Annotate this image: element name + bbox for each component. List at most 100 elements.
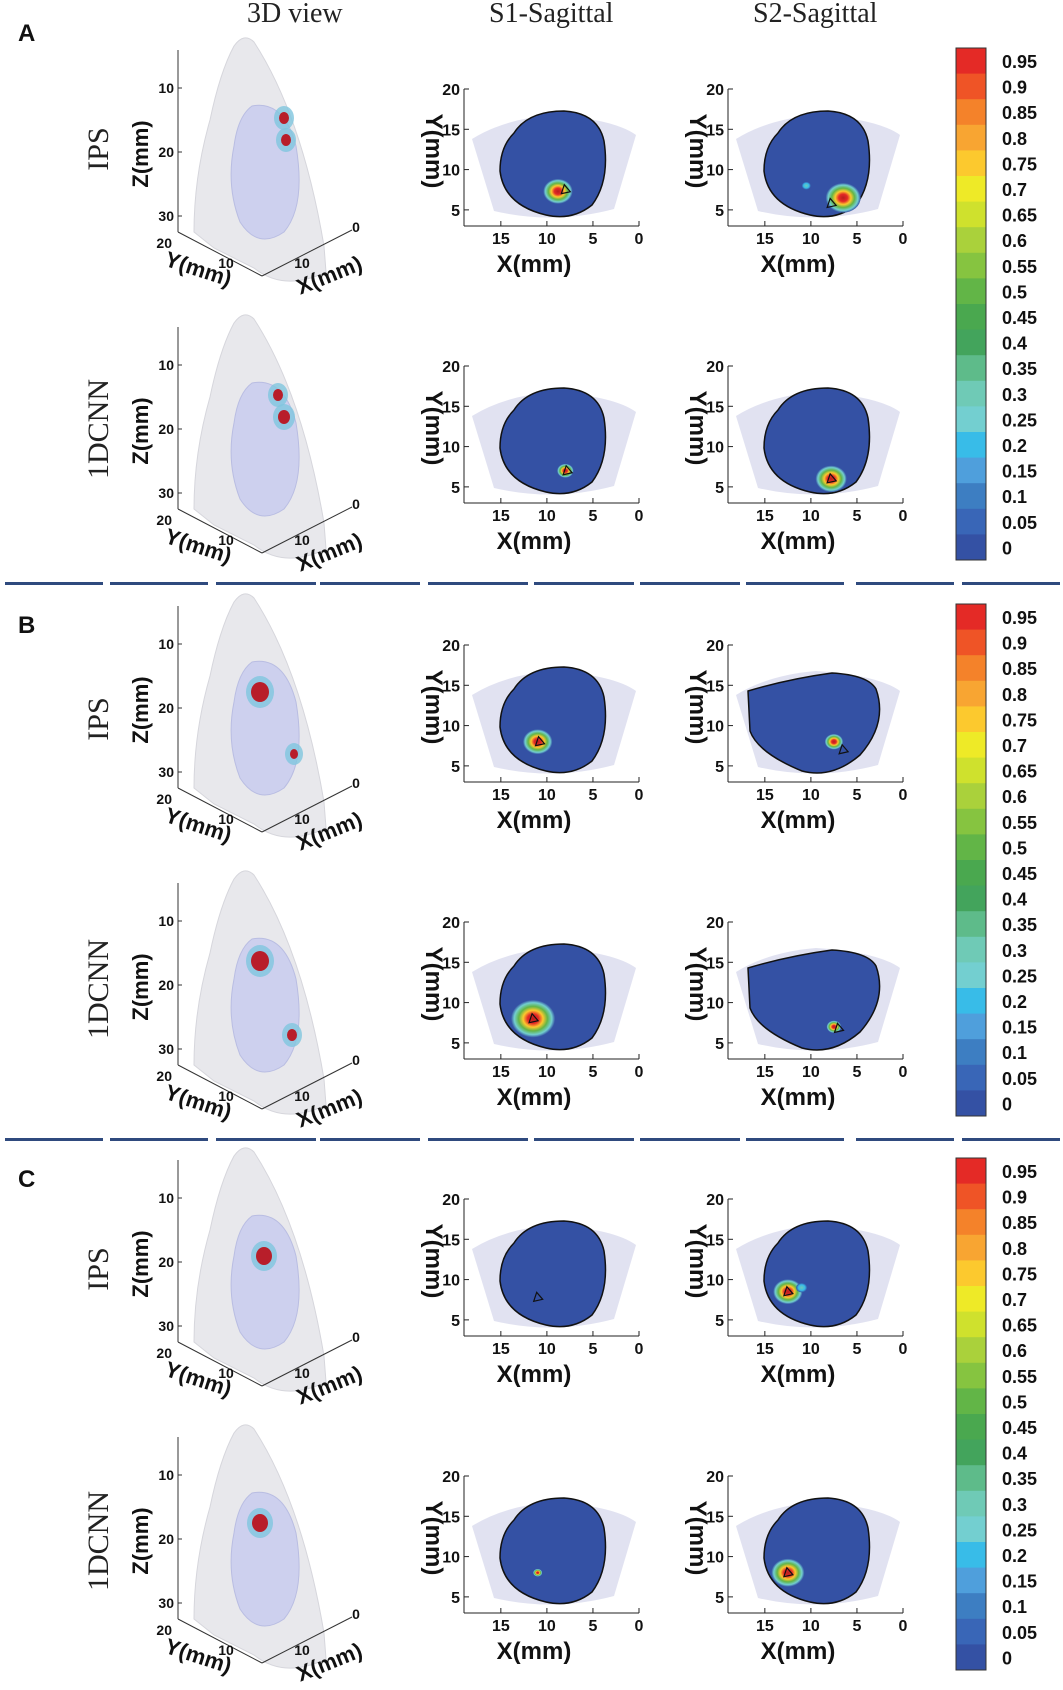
y-axis-label: Y(mm) (420, 1501, 447, 1576)
y-tick-label: 10 (706, 996, 724, 1013)
y-tick-label: 5 (715, 480, 724, 497)
hotspot-blob (815, 465, 847, 493)
y-axis-line (177, 1341, 263, 1387)
colorbar-label: 0.1 (1002, 487, 1027, 507)
colorbar-label: 0.55 (1002, 813, 1037, 833)
y-tick-label: 10 (218, 532, 234, 548)
hotspot-blob (557, 463, 574, 478)
x-tick-label: 10 (538, 508, 556, 525)
y-tick-label: 20 (156, 1622, 172, 1638)
y-tick-label: 5 (451, 1036, 460, 1053)
x-tick-label: 10 (294, 1365, 310, 1381)
hotspot-blob (796, 1282, 808, 1293)
colorbar-swatch (956, 534, 986, 561)
colorbar-swatch (956, 483, 986, 510)
y-axis-label: Y(mm) (420, 1224, 447, 1299)
y-tick-label: 10 (442, 1273, 460, 1290)
colorbar-swatch (956, 1618, 986, 1645)
z-tick-label: 30 (158, 1595, 174, 1611)
colorbar-swatch (956, 457, 986, 484)
y-tick-label: 20 (706, 915, 724, 932)
colorbar-label: 0.45 (1002, 864, 1037, 884)
x-tick-label: 0 (899, 1064, 908, 1081)
colorbar-label: 0.65 (1002, 206, 1037, 226)
panel-letter-b: B (18, 612, 36, 639)
slice-boundary (747, 949, 881, 1051)
x-tick-label: 0 (899, 1341, 908, 1358)
colorbar-swatch (956, 1542, 986, 1569)
colorbar-b: 0.95 0.9 0.85 0.8 0.75 0.7 0.65 0.6 0.55 0.5 0.45 0… (955, 603, 1037, 1117)
colorbar-a: 0.95 0.9 0.85 0.8 0.75 0.7 0.65 0.6 0.55 0.5 0.45 0… (955, 47, 1037, 561)
colorbar-swatch (956, 355, 986, 382)
x-tick-label: 10 (294, 811, 310, 827)
hotspot-core (287, 1029, 297, 1041)
colorbar-label: 0.8 (1002, 1239, 1027, 1259)
x-tick-label: 5 (588, 231, 597, 248)
s1-plot-b-1: 5 10 15 20 15 10 5 0 X(mm) Y(mm) (420, 915, 644, 1111)
z-tick-label: 30 (158, 208, 174, 224)
x-tick-label: 10 (294, 1642, 310, 1658)
colorbar-label: 0 (1002, 538, 1012, 558)
colorbar-label: 0.4 (1002, 334, 1027, 354)
x-tick-label: 5 (588, 508, 597, 525)
colorbar-frame (955, 603, 987, 1117)
brain-tissue (230, 937, 300, 1073)
y-tick-label: 10 (706, 163, 724, 180)
colorbar-label: 0.3 (1002, 385, 1027, 405)
colorbar-label: 0.8 (1002, 129, 1027, 149)
slice-boundary (763, 387, 871, 495)
x-tick-label: 10 (802, 231, 820, 248)
x-tick-label: 10 (538, 787, 556, 804)
x-tick-label: 0 (635, 231, 644, 248)
x-axis-label: X(mm) (497, 1638, 572, 1665)
true-lesion-marker (833, 1022, 845, 1034)
true-lesion-marker (826, 472, 838, 484)
s2-plot-b-1: 5 10 15 20 15 10 5 0 X(mm) Y(mm) (684, 915, 908, 1111)
y-tick-label: 10 (218, 1365, 234, 1381)
colorbar-swatch (956, 860, 986, 887)
colorbar-label: 0.45 (1002, 308, 1037, 328)
true-lesion-marker (562, 464, 574, 476)
colorbar-swatch (956, 988, 986, 1015)
colorbar-swatch (956, 1090, 986, 1117)
colorbar-label: 0.2 (1002, 1546, 1027, 1566)
colorbar-swatch (956, 834, 986, 861)
colorbar-swatch (956, 962, 986, 989)
x-tick-label: 15 (492, 1064, 510, 1081)
colorbar-label: 0.15 (1002, 1018, 1037, 1038)
row-label-c-1dcnn: 1DCNN (82, 1491, 115, 1592)
colorbar-label: 0.4 (1002, 1444, 1027, 1464)
x-axis-label: X(mm) (761, 807, 836, 834)
z-tick-label: 10 (158, 357, 174, 373)
colorbar-label: 0.65 (1002, 762, 1037, 782)
true-lesion-marker (826, 197, 838, 209)
y-axis-line (177, 231, 263, 277)
colorbar-swatch (956, 73, 986, 100)
y-tick-label: 10 (442, 719, 460, 736)
x-tick-label: 15 (492, 508, 510, 525)
true-lesion-marker (528, 1012, 540, 1024)
colorbar-swatch (956, 1567, 986, 1594)
row-label-a-ips: IPS (82, 127, 115, 171)
colorbar-swatch (956, 1209, 986, 1236)
x-tick-label: 5 (852, 508, 861, 525)
colorbar-label: 0.7 (1002, 736, 1027, 756)
colorbar-swatch (956, 808, 986, 835)
x-tick-label: 0 (352, 775, 360, 791)
row-label-a-1dcnn: 1DCNN (82, 379, 115, 480)
colorbar-swatch (956, 885, 986, 912)
x-tick-label: 15 (756, 1064, 774, 1081)
slice-boundary (499, 1497, 607, 1605)
colorbar-swatch (956, 176, 986, 203)
colorbar-label: 0.25 (1002, 1520, 1037, 1540)
colorbar-swatch (956, 1644, 986, 1671)
y-tick-label: 5 (715, 759, 724, 776)
y-tick-label: 10 (218, 811, 234, 827)
colorbar-label: 0.45 (1002, 1418, 1037, 1438)
x-tick-label: 5 (588, 1064, 597, 1081)
colorbar-label: 0.25 (1002, 966, 1037, 986)
y-tick-label: 5 (451, 759, 460, 776)
z-axis-label: Z(mm) (128, 1230, 153, 1297)
z-tick-label: 20 (158, 144, 174, 160)
